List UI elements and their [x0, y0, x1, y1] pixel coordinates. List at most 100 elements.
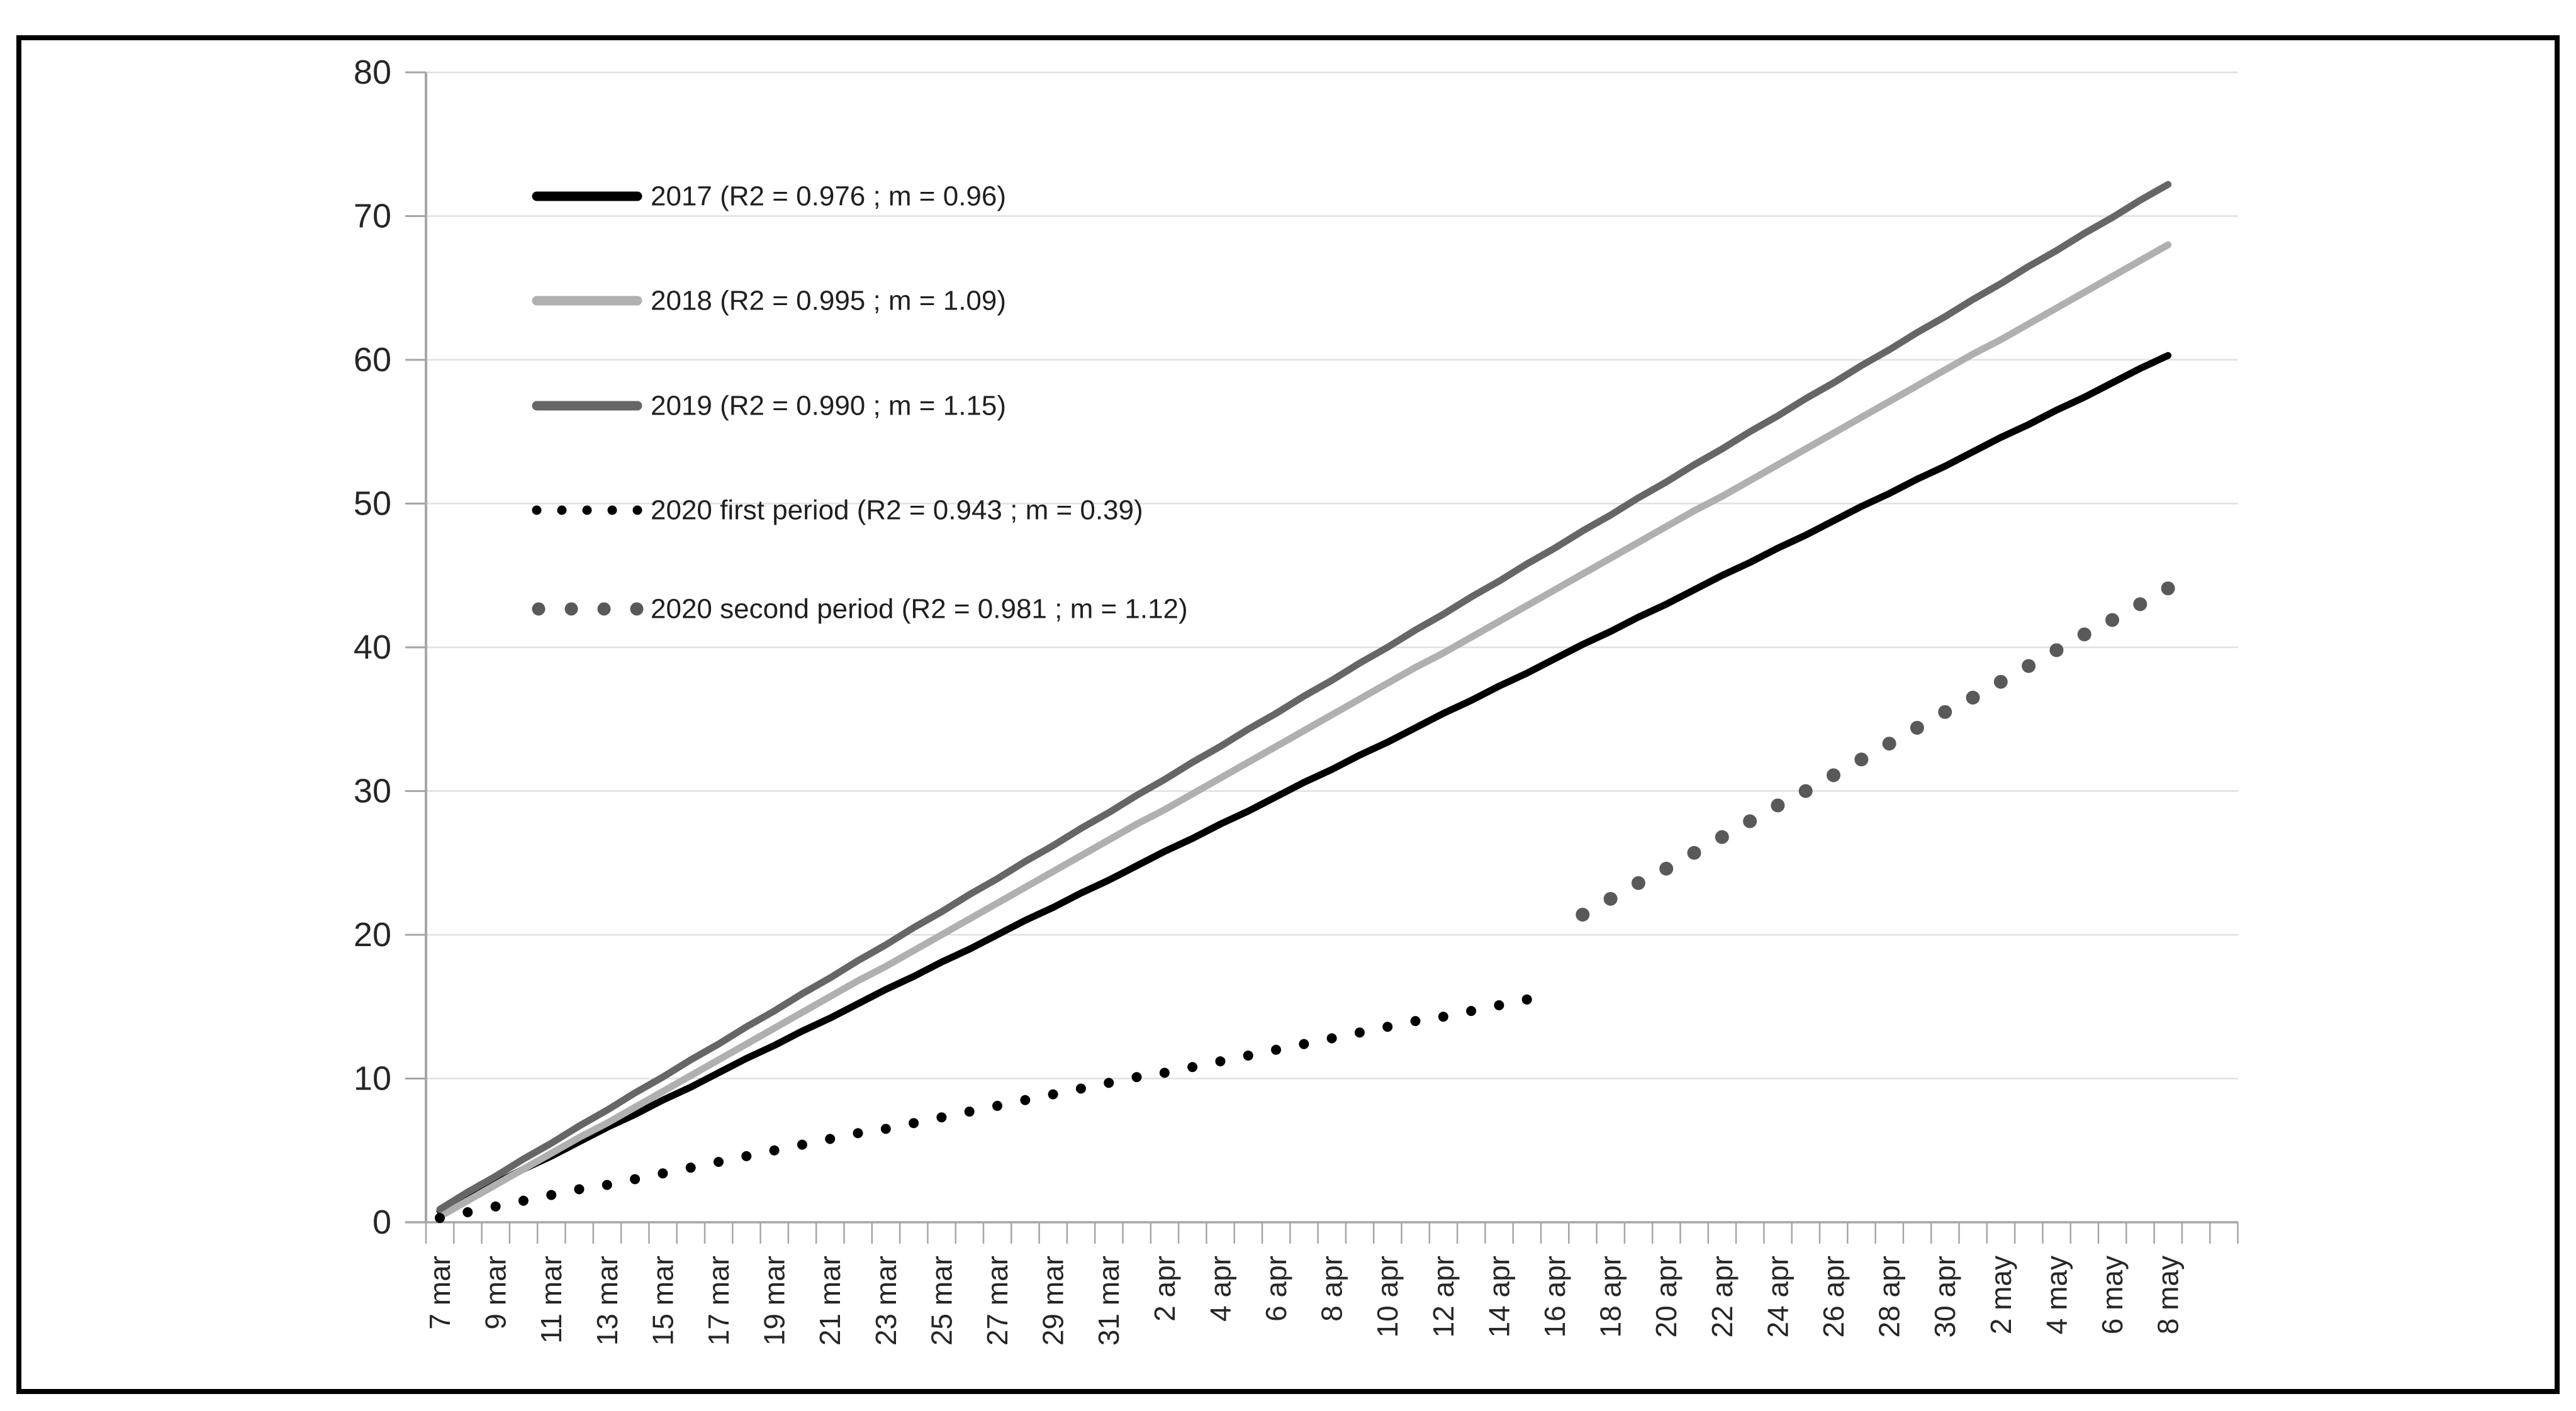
legend-marker-dot: [532, 602, 546, 616]
series-dot: [462, 1207, 473, 1218]
series-dot: [518, 1195, 529, 1206]
series-dot: [1075, 1083, 1086, 1094]
x-axis: 7 mar 9 mar 11 mar 13 mar 15 mar 17 mar 19 mar…: [405, 1221, 2239, 1346]
legend-row: 2019 (R2 = 0.990 ; m = 1.15): [532, 391, 1006, 421]
series-dot: [1243, 1050, 1253, 1061]
x-tick-label: 28 apr: [1873, 1256, 1906, 1337]
series-dot: [2049, 643, 2064, 657]
y-tick-label: 80: [354, 53, 391, 91]
series-dot: [964, 1107, 975, 1117]
x-tick-label: 12 apr: [1427, 1256, 1460, 1337]
series-dot: [1910, 720, 1924, 735]
series-dot: [546, 1190, 557, 1200]
legend-marker-dot: [582, 505, 592, 515]
x-tick-label: 27 mar: [981, 1256, 1014, 1346]
series-dot: [2133, 597, 2148, 611]
series-dot: [1020, 1095, 1031, 1105]
series-dot: [1854, 752, 1869, 767]
y-tick-label: 50: [354, 485, 391, 523]
series-dot: [1882, 737, 1896, 751]
legend-label: 2020 second period (R2 = 0.981 ; m = 1.1…: [651, 594, 1188, 625]
series-dot: [741, 1151, 752, 1161]
series-dot: [1687, 845, 1701, 860]
series-dot: [1494, 1000, 1504, 1010]
series-line: [436, 181, 2172, 1213]
series-dot: [1159, 1068, 1170, 1078]
gridlines: [426, 71, 2238, 1079]
x-tick-label: 4 may: [2040, 1256, 2073, 1334]
y-tick-label: 0: [372, 1203, 391, 1241]
x-tick-label: 19 mar: [758, 1256, 791, 1346]
series-dot: [1966, 690, 1980, 705]
x-tick-label: 6 may: [2096, 1256, 2129, 1334]
series-2019: [436, 181, 2172, 1213]
series-dot: [1466, 1006, 1477, 1017]
legend-marker-dot: [532, 505, 542, 515]
x-tick-label: 15 mar: [646, 1256, 679, 1346]
series-dot: [909, 1118, 919, 1129]
series-dot: [2161, 581, 2175, 596]
figure-border: [16, 35, 2560, 1394]
series-dot: [630, 1174, 641, 1185]
series-dot: [992, 1100, 1002, 1111]
series-dot: [1993, 674, 2008, 689]
series-2017: [436, 352, 2172, 1215]
legend-marker-dot: [632, 505, 642, 515]
legend-label: 2018 (R2 = 0.995 ; m = 1.09): [651, 286, 1006, 316]
series-2020-first-period: [435, 994, 1532, 1224]
series-dot: [1215, 1056, 1226, 1067]
series-dot: [1715, 830, 1729, 844]
x-tick-label: 29 mar: [1037, 1256, 1070, 1346]
x-tick-label: 25 mar: [925, 1256, 958, 1346]
series-dot: [1438, 1012, 1448, 1022]
x-tick-label: 22 apr: [1706, 1256, 1739, 1337]
legend: 2017 (R2 = 0.976 ; m = 0.96) 2018 (R2 = 0…: [532, 181, 1188, 625]
series-dot: [880, 1124, 891, 1134]
series-dot: [574, 1184, 585, 1195]
y-tick-label: 10: [354, 1060, 391, 1098]
series-dot: [1743, 814, 1757, 828]
x-tick-label: 24 apr: [1761, 1256, 1794, 1337]
legend-marker-dot: [557, 505, 567, 515]
x-tick-label: 21 mar: [814, 1256, 846, 1346]
legend-marker-dot: [597, 602, 611, 616]
series-dot: [658, 1168, 668, 1179]
series-dot: [853, 1128, 863, 1139]
y-axis: 0 10 20 30 40 50 60 70 80: [354, 53, 427, 1241]
y-tick-label: 70: [354, 198, 391, 235]
series-2018: [436, 241, 2172, 1220]
series-dot: [1603, 891, 1618, 906]
x-tick-label: 23 mar: [870, 1256, 902, 1346]
series-dot: [1798, 784, 1813, 798]
series-dot: [797, 1139, 807, 1150]
series-dot: [1104, 1078, 1114, 1088]
legend-marker-dot: [607, 505, 617, 515]
series-dot: [1326, 1033, 1337, 1044]
legend-row: 2020 second period (R2 = 0.981 ; m = 1.1…: [532, 594, 1188, 625]
y-tick-label: 40: [354, 628, 391, 666]
series-dot: [1827, 768, 1840, 783]
legend-row: 2018 (R2 = 0.995 ; m = 1.09): [532, 286, 1006, 316]
x-tick-label: 2 may: [1985, 1256, 2017, 1334]
legend-marker-dot: [630, 602, 644, 616]
legend-row: 2020 first period (R2 = 0.943 ; m = 0.39…: [532, 495, 1143, 526]
x-tick-label: 17 mar: [702, 1256, 735, 1346]
x-tick-label: 4 apr: [1204, 1256, 1236, 1322]
legend-label: 2017 (R2 = 0.976 ; m = 0.96): [651, 181, 1006, 212]
y-tick-label: 60: [354, 341, 391, 379]
series-2020-second-period: [1576, 581, 2175, 922]
series-line: [436, 241, 2172, 1220]
series-dot: [1938, 705, 1952, 719]
series-dot: [1187, 1062, 1198, 1073]
x-tick-label: 8 apr: [1316, 1256, 1348, 1322]
series-dot: [714, 1157, 724, 1168]
x-tick-label: 20 apr: [1650, 1256, 1683, 1337]
x-tick-label: 11 mar: [535, 1256, 568, 1344]
series-dot: [1271, 1044, 1281, 1055]
x-tick-label: 26 apr: [1817, 1256, 1850, 1337]
legend-label: 2019 (R2 = 0.990 ; m = 1.15): [651, 391, 1006, 421]
series-dot: [1659, 861, 1674, 876]
legend-marker-dot: [564, 602, 578, 616]
